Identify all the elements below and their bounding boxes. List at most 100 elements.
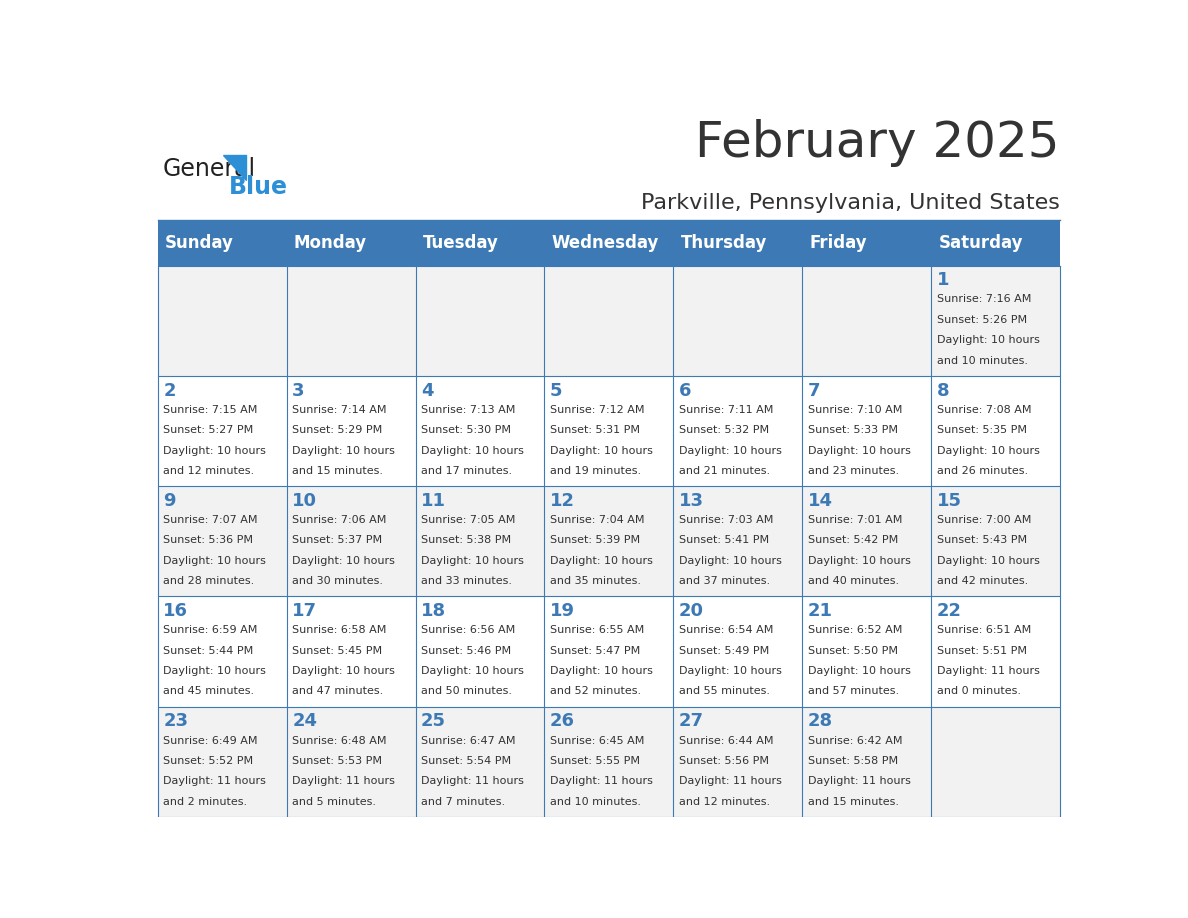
Text: Sunset: 5:36 PM: Sunset: 5:36 PM [163, 535, 253, 545]
Bar [674, 707, 802, 817]
Text: and 52 minutes.: and 52 minutes. [550, 687, 642, 697]
Text: and 40 minutes.: and 40 minutes. [808, 577, 899, 587]
Bar [416, 487, 544, 597]
Text: Sunset: 5:27 PM: Sunset: 5:27 PM [163, 425, 253, 435]
Text: Sunrise: 6:52 AM: Sunrise: 6:52 AM [808, 625, 902, 635]
Text: Daylight: 10 hours: Daylight: 10 hours [421, 555, 524, 565]
Text: Daylight: 10 hours: Daylight: 10 hours [936, 335, 1040, 345]
Bar [416, 597, 544, 707]
Text: and 15 minutes.: and 15 minutes. [292, 466, 383, 476]
Text: Daylight: 11 hours: Daylight: 11 hours [292, 777, 394, 787]
Text: and 28 minutes.: and 28 minutes. [163, 577, 254, 587]
Bar [158, 487, 286, 597]
Text: and 33 minutes.: and 33 minutes. [421, 577, 512, 587]
Bar [158, 707, 286, 817]
Text: Sunrise: 6:42 AM: Sunrise: 6:42 AM [808, 735, 902, 745]
Text: and 12 minutes.: and 12 minutes. [163, 466, 254, 476]
Bar [674, 376, 802, 487]
Text: 17: 17 [292, 602, 317, 621]
Text: and 19 minutes.: and 19 minutes. [550, 466, 642, 476]
Text: Sunset: 5:50 PM: Sunset: 5:50 PM [808, 645, 898, 655]
Text: Sunrise: 7:01 AM: Sunrise: 7:01 AM [808, 515, 902, 525]
Text: Sunset: 5:55 PM: Sunset: 5:55 PM [550, 756, 640, 766]
Text: and 10 minutes.: and 10 minutes. [550, 797, 640, 807]
Text: 28: 28 [808, 712, 833, 731]
Text: Sunrise: 6:54 AM: Sunrise: 6:54 AM [678, 625, 773, 635]
Text: Sunday: Sunday [165, 234, 234, 252]
Text: and 42 minutes.: and 42 minutes. [936, 577, 1028, 587]
Text: Sunrise: 6:48 AM: Sunrise: 6:48 AM [292, 735, 386, 745]
Bar [544, 376, 674, 487]
Text: Daylight: 10 hours: Daylight: 10 hours [678, 555, 782, 565]
Text: 4: 4 [421, 382, 434, 399]
Text: Sunset: 5:38 PM: Sunset: 5:38 PM [421, 535, 511, 545]
Bar [674, 597, 802, 707]
Text: General: General [163, 157, 255, 181]
Text: and 17 minutes.: and 17 minutes. [421, 466, 512, 476]
Text: and 0 minutes.: and 0 minutes. [936, 687, 1020, 697]
Text: 24: 24 [292, 712, 317, 731]
Text: and 30 minutes.: and 30 minutes. [292, 577, 383, 587]
Bar [286, 707, 416, 817]
Text: Wednesday: Wednesday [551, 234, 659, 252]
Text: Sunset: 5:51 PM: Sunset: 5:51 PM [936, 645, 1026, 655]
Text: Daylight: 10 hours: Daylight: 10 hours [292, 445, 394, 455]
Text: Daylight: 10 hours: Daylight: 10 hours [808, 445, 910, 455]
Text: Sunset: 5:47 PM: Sunset: 5:47 PM [550, 645, 640, 655]
Text: 13: 13 [678, 492, 703, 509]
Bar [286, 265, 416, 376]
Text: and 2 minutes.: and 2 minutes. [163, 797, 247, 807]
Text: Sunrise: 7:12 AM: Sunrise: 7:12 AM [550, 405, 644, 415]
Text: 5: 5 [550, 382, 562, 399]
Text: and 50 minutes.: and 50 minutes. [421, 687, 512, 697]
Bar [931, 265, 1060, 376]
Text: 7: 7 [808, 382, 820, 399]
Text: Tuesday: Tuesday [423, 234, 499, 252]
Bar [416, 376, 544, 487]
Text: Friday: Friday [809, 234, 867, 252]
Bar [286, 376, 416, 487]
Text: February 2025: February 2025 [695, 118, 1060, 167]
Text: Saturday: Saturday [939, 234, 1023, 252]
Text: and 57 minutes.: and 57 minutes. [808, 687, 899, 697]
Text: and 5 minutes.: and 5 minutes. [292, 797, 377, 807]
Bar [931, 487, 1060, 597]
Bar [544, 265, 674, 376]
Text: Parkville, Pennsylvania, United States: Parkville, Pennsylvania, United States [642, 193, 1060, 213]
Text: Daylight: 11 hours: Daylight: 11 hours [163, 777, 266, 787]
Text: and 35 minutes.: and 35 minutes. [550, 577, 640, 587]
Text: and 10 minutes.: and 10 minutes. [936, 355, 1028, 365]
Bar [544, 707, 674, 817]
Bar [158, 597, 286, 707]
Text: Sunrise: 6:45 AM: Sunrise: 6:45 AM [550, 735, 644, 745]
Text: Sunrise: 7:15 AM: Sunrise: 7:15 AM [163, 405, 258, 415]
Text: Sunrise: 7:13 AM: Sunrise: 7:13 AM [421, 405, 516, 415]
Text: 26: 26 [550, 712, 575, 731]
Text: Daylight: 10 hours: Daylight: 10 hours [550, 445, 652, 455]
Text: 3: 3 [292, 382, 304, 399]
Bar [931, 597, 1060, 707]
Bar [802, 376, 931, 487]
Text: 10: 10 [292, 492, 317, 509]
Bar [158, 219, 1060, 265]
Bar [674, 265, 802, 376]
Text: Sunset: 5:58 PM: Sunset: 5:58 PM [808, 756, 898, 766]
Text: 18: 18 [421, 602, 447, 621]
Bar [158, 376, 286, 487]
Text: Sunrise: 7:11 AM: Sunrise: 7:11 AM [678, 405, 773, 415]
Text: 20: 20 [678, 602, 703, 621]
Text: and 21 minutes.: and 21 minutes. [678, 466, 770, 476]
Text: Sunset: 5:31 PM: Sunset: 5:31 PM [550, 425, 640, 435]
Text: Sunset: 5:41 PM: Sunset: 5:41 PM [678, 535, 769, 545]
Text: Sunset: 5:56 PM: Sunset: 5:56 PM [678, 756, 769, 766]
Text: Daylight: 10 hours: Daylight: 10 hours [808, 555, 910, 565]
Text: Sunrise: 7:16 AM: Sunrise: 7:16 AM [936, 295, 1031, 305]
Text: Thursday: Thursday [681, 234, 767, 252]
Bar [286, 597, 416, 707]
Text: Sunrise: 7:10 AM: Sunrise: 7:10 AM [808, 405, 902, 415]
Text: Daylight: 10 hours: Daylight: 10 hours [163, 666, 266, 676]
Text: 15: 15 [936, 492, 961, 509]
Text: Sunset: 5:44 PM: Sunset: 5:44 PM [163, 645, 253, 655]
Text: Sunset: 5:49 PM: Sunset: 5:49 PM [678, 645, 769, 655]
Text: and 12 minutes.: and 12 minutes. [678, 797, 770, 807]
